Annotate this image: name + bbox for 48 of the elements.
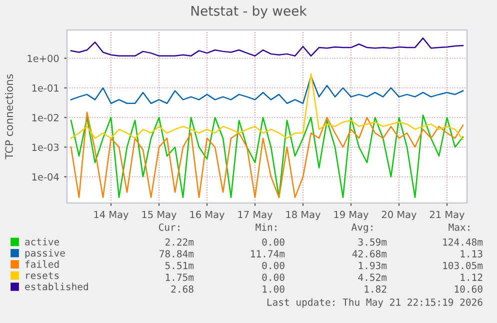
- text: 1.13: [460, 250, 482, 258]
- text: 103.05m: [443, 262, 483, 270]
- legend-label: resets: [26, 272, 59, 280]
- text: 2.68: [171, 285, 194, 293]
- x-tick-label: 20 May: [382, 210, 416, 220]
- text: 78.84m: [160, 250, 194, 258]
- text: 4.52m: [358, 274, 387, 281]
- text: 10.60: [454, 285, 482, 293]
- text: 0.00: [262, 262, 284, 270]
- legend-label: active: [25, 238, 60, 246]
- x-tick-label: 19 May: [334, 210, 368, 220]
- y-tick-label: 1e-04: [32, 173, 59, 181]
- text: 5.51m: [165, 262, 194, 270]
- text: 11.74m: [251, 250, 285, 258]
- legend-label: passive: [25, 249, 65, 259]
- text: 42.68m: [352, 250, 387, 258]
- y-tick-label: 1e-03: [32, 144, 59, 151]
- y-axis-title: TCP connections: [4, 74, 14, 160]
- text: 1.82: [364, 285, 386, 293]
- text: 1.00: [262, 285, 284, 293]
- text: 3.59m: [358, 238, 387, 246]
- x-tick-label: 15 May: [142, 210, 176, 220]
- text: Last update: Thu May 21 22:15:19 2026: [267, 298, 482, 308]
- line-series: [70, 75, 464, 104]
- line-series: [70, 73, 464, 140]
- x-tick-label: 18 May: [286, 210, 320, 220]
- x-tick-label: 21 May: [430, 210, 464, 220]
- text: Min:: [256, 223, 276, 231]
- x-tick-label: 16 May: [190, 210, 224, 220]
- chart-title: Netstat - by week: [191, 6, 307, 18]
- text: 1.93m: [358, 262, 387, 270]
- legend-label: established: [25, 282, 88, 290]
- text: Cur:: [158, 223, 180, 231]
- y-tick-label: 1e+00: [28, 54, 59, 62]
- x-tick-label: 17 May: [238, 210, 272, 220]
- line-series: [70, 37, 464, 57]
- text: Avg:: [351, 224, 372, 233]
- text: 1.75m: [166, 274, 194, 281]
- text: 1.12: [460, 274, 482, 281]
- legend-label: failed: [25, 260, 59, 268]
- text: 0.00: [262, 238, 284, 246]
- x-tick-label: 14 May: [94, 210, 128, 220]
- y-tick-label: 1e-01: [32, 84, 58, 92]
- text: 2.22m: [165, 238, 194, 246]
- text: Max:: [448, 224, 470, 231]
- text: 0.00: [262, 274, 284, 281]
- text: 124.48m: [443, 238, 483, 246]
- y-tick-label: 1e-02: [32, 114, 58, 122]
